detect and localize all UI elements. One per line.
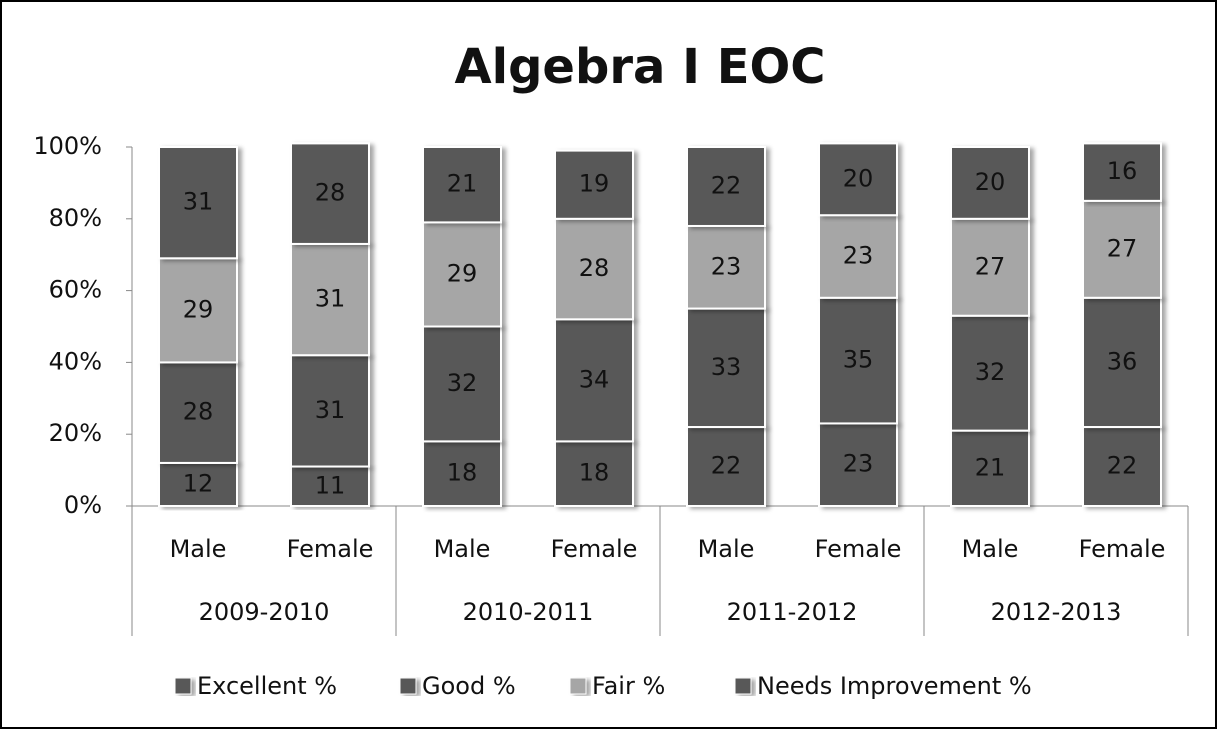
data-label: 27	[975, 252, 1006, 280]
data-label: 36	[1107, 347, 1138, 375]
legend-label: Excellent %	[197, 672, 337, 700]
y-tick-label: 80%	[49, 204, 102, 232]
legend-label: Needs Improvement %	[757, 672, 1032, 700]
x-tick-label: Female	[287, 535, 374, 563]
x-tick-label: Female	[551, 535, 638, 563]
bar-segment	[422, 221, 502, 328]
x-tick-label: Male	[170, 535, 227, 563]
data-label: 35	[843, 346, 874, 374]
bar-segment	[950, 314, 1030, 432]
data-label: 21	[447, 170, 478, 198]
group-label: 2010-2011	[463, 598, 594, 626]
bar-segment	[818, 214, 898, 299]
y-tick-label: 60%	[49, 276, 102, 304]
y-tick-label: 0%	[64, 491, 102, 519]
x-tick-label: Male	[434, 535, 491, 563]
group-label: 2009-2010	[199, 598, 330, 626]
y-tick-label: 100%	[33, 132, 102, 160]
bar-segment	[950, 217, 1030, 317]
data-label: 18	[447, 459, 478, 487]
legend-marker	[174, 677, 192, 695]
x-tick-label: Male	[698, 535, 755, 563]
legend-label: Fair %	[592, 672, 665, 700]
data-label: 34	[579, 365, 610, 393]
data-label: 23	[843, 450, 874, 478]
data-label: 31	[315, 285, 346, 313]
data-label: 28	[579, 254, 610, 282]
legend-marker	[399, 677, 417, 695]
data-label: 29	[447, 259, 478, 287]
data-label: 32	[447, 369, 478, 397]
data-label: 20	[975, 168, 1006, 196]
bar-segment	[290, 142, 370, 245]
data-label: 31	[183, 188, 214, 216]
data-label: 22	[711, 171, 742, 199]
data-label: 21	[975, 453, 1006, 481]
bar-segment	[686, 307, 766, 429]
bar-segment	[554, 149, 634, 220]
data-label: 28	[183, 398, 214, 426]
data-label: 19	[579, 170, 610, 198]
bar-segment	[1082, 142, 1162, 202]
bar-segment	[686, 224, 766, 310]
legend-label: Good %	[422, 672, 516, 700]
data-label: 23	[843, 241, 874, 269]
data-label: 29	[183, 295, 214, 323]
bar-segment	[422, 325, 502, 443]
bar-segment	[950, 146, 1030, 220]
data-label: 11	[315, 471, 346, 499]
y-tick-label: 20%	[49, 419, 102, 447]
bar-segment	[950, 429, 1030, 507]
bar-segment	[158, 461, 238, 508]
bar-segment	[290, 242, 370, 357]
data-label: 27	[1107, 234, 1138, 262]
group-label: 2011-2012	[727, 598, 858, 626]
legend-marker	[569, 677, 587, 695]
data-label: 12	[183, 469, 214, 497]
bar-segment	[686, 146, 766, 227]
bar-segment	[158, 146, 238, 260]
data-label: 20	[843, 164, 874, 192]
bar-segment	[686, 426, 766, 507]
legend-marker	[734, 677, 752, 695]
y-tick-label: 40%	[49, 347, 102, 375]
bar-segment	[818, 296, 898, 425]
bar-segment	[818, 142, 898, 217]
bar-segment	[422, 440, 502, 508]
x-tick-label: Female	[1079, 535, 1166, 563]
data-label: 32	[975, 358, 1006, 386]
data-label: 28	[315, 179, 346, 207]
chart-title: Algebra I EOC	[454, 39, 825, 95]
data-label: 33	[711, 353, 742, 381]
x-tick-label: Female	[815, 535, 902, 563]
data-label: 18	[579, 459, 610, 487]
data-label: 31	[315, 396, 346, 424]
data-label: 22	[711, 452, 742, 480]
data-label: 16	[1107, 157, 1138, 185]
bar-segment	[422, 146, 502, 224]
group-label: 2012-2013	[991, 598, 1122, 626]
bar-segment	[158, 361, 238, 464]
data-label: 22	[1107, 452, 1138, 480]
data-label: 23	[711, 252, 742, 280]
x-tick-label: Male	[962, 535, 1019, 563]
